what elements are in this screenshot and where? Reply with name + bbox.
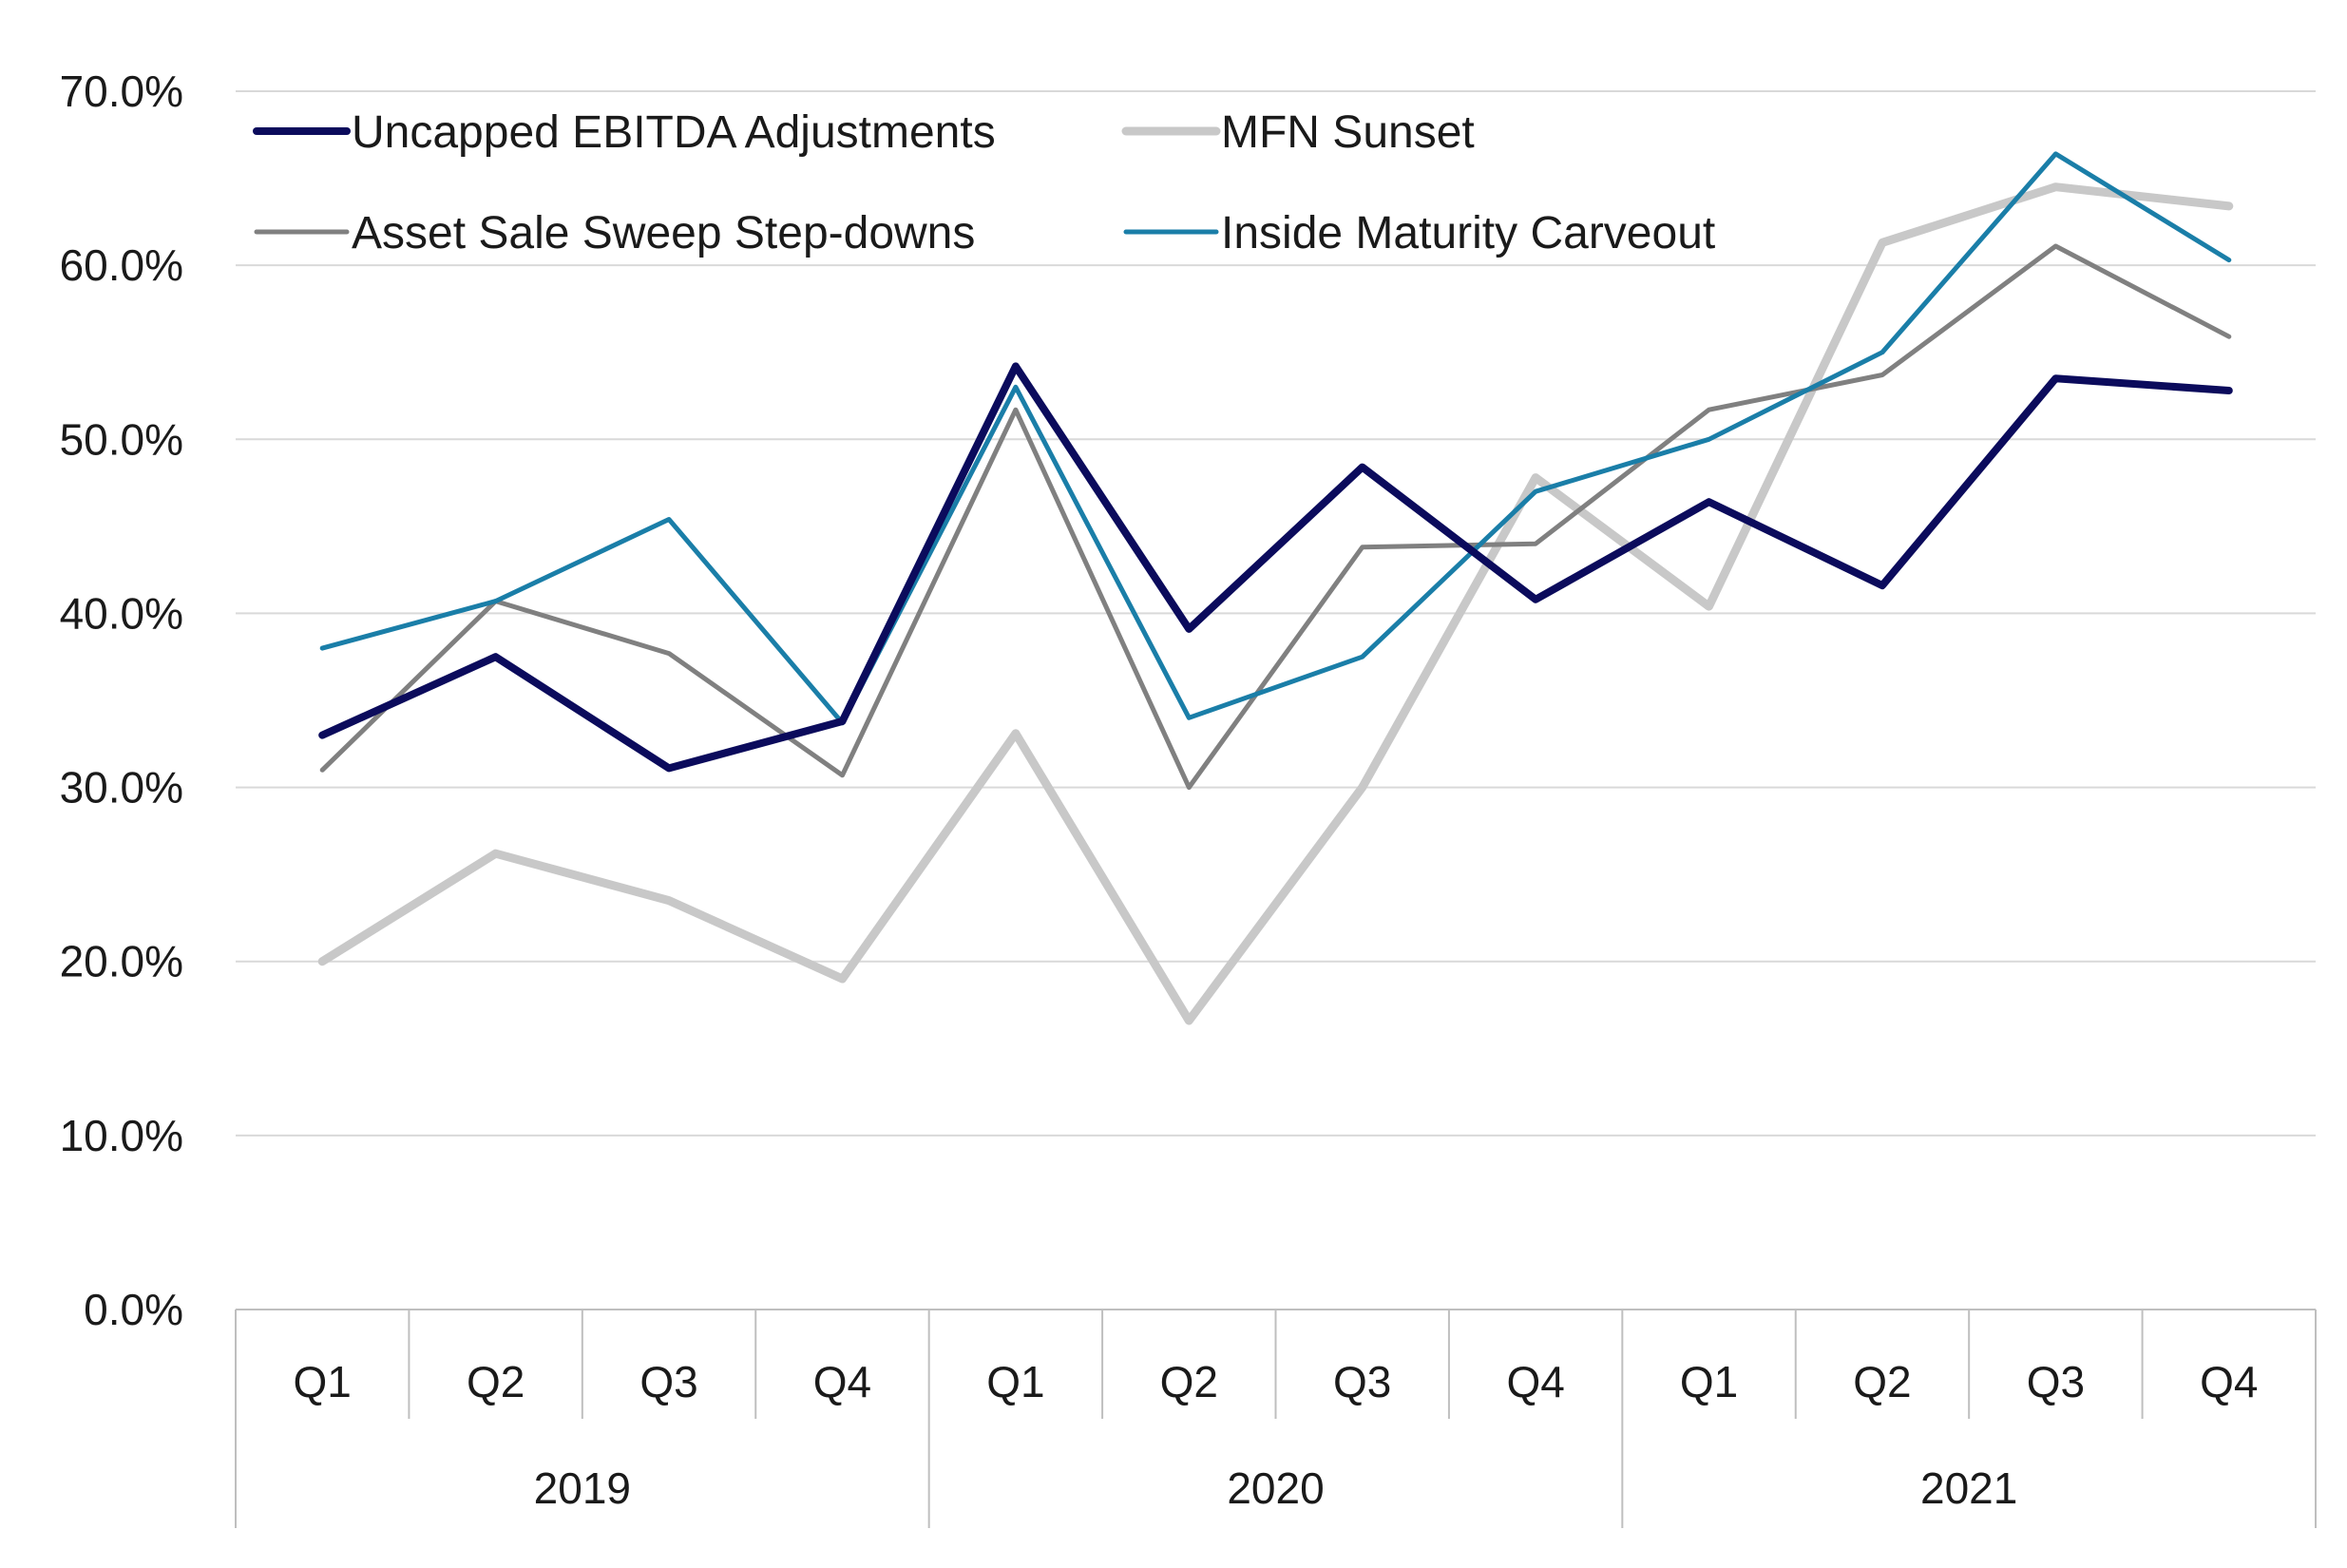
x-tick-label: Q3 [639,1357,697,1406]
y-axis-tick-labels: 0.0% 10.0% 20.0% 30.0% 40.0% 50.0% 60.0% 70.0% [60,67,183,1334]
x-axis-tick-labels: Q1 Q2 Q3 Q4 Q1 Q2 Q3 Q4 Q1 Q2 Q3 Q4 2019 2020 2021 [294,1357,2259,1513]
y-tick-label: 40.0% [60,588,183,638]
x-tick-label: Q3 [2027,1357,2085,1406]
series-line [319,151,2232,726]
series-line [319,243,2232,791]
x-group-label: 2019 [534,1463,631,1513]
legend-label: Uncapped EBITDA Adjustments [352,107,996,158]
y-tick-label: 20.0% [60,937,183,986]
y-tick-label: 60.0% [60,240,183,290]
legend: Uncapped EBITDA Adjustments MFN Sunset Ass… [253,107,1715,258]
x-tick-label: Q1 [986,1357,1044,1406]
x-group-label: 2021 [1920,1463,2017,1513]
legend-label: Asset Sale Sweep Step-downs [352,208,975,258]
y-tick-label: 10.0% [60,1111,183,1160]
series-lines [317,151,2234,1025]
x-group-label: 2020 [1227,1463,1324,1513]
x-tick-label: Q2 [1853,1357,1911,1406]
legend-label: MFN Sunset [1221,107,1475,158]
legend-label: Inside Maturity Carveout [1221,208,1715,258]
x-tick-label: Q1 [1680,1357,1738,1406]
series-line [318,362,2233,773]
gridlines [236,90,2316,1137]
x-tick-label: Q4 [1506,1357,1564,1406]
x-tick-label: Q4 [2200,1357,2258,1406]
y-tick-label: 0.0% [84,1285,183,1334]
series-line [317,182,2234,1025]
x-tick-label: Q1 [294,1357,352,1406]
x-tick-label: Q4 [813,1357,871,1406]
x-tick-label: Q3 [1333,1357,1391,1406]
x-tick-label: Q2 [1160,1357,1218,1406]
y-tick-label: 50.0% [60,414,183,464]
x-axis [235,1309,2317,1528]
y-tick-label: 30.0% [60,763,183,813]
y-tick-label: 70.0% [60,67,183,116]
x-tick-label: Q2 [467,1357,525,1406]
